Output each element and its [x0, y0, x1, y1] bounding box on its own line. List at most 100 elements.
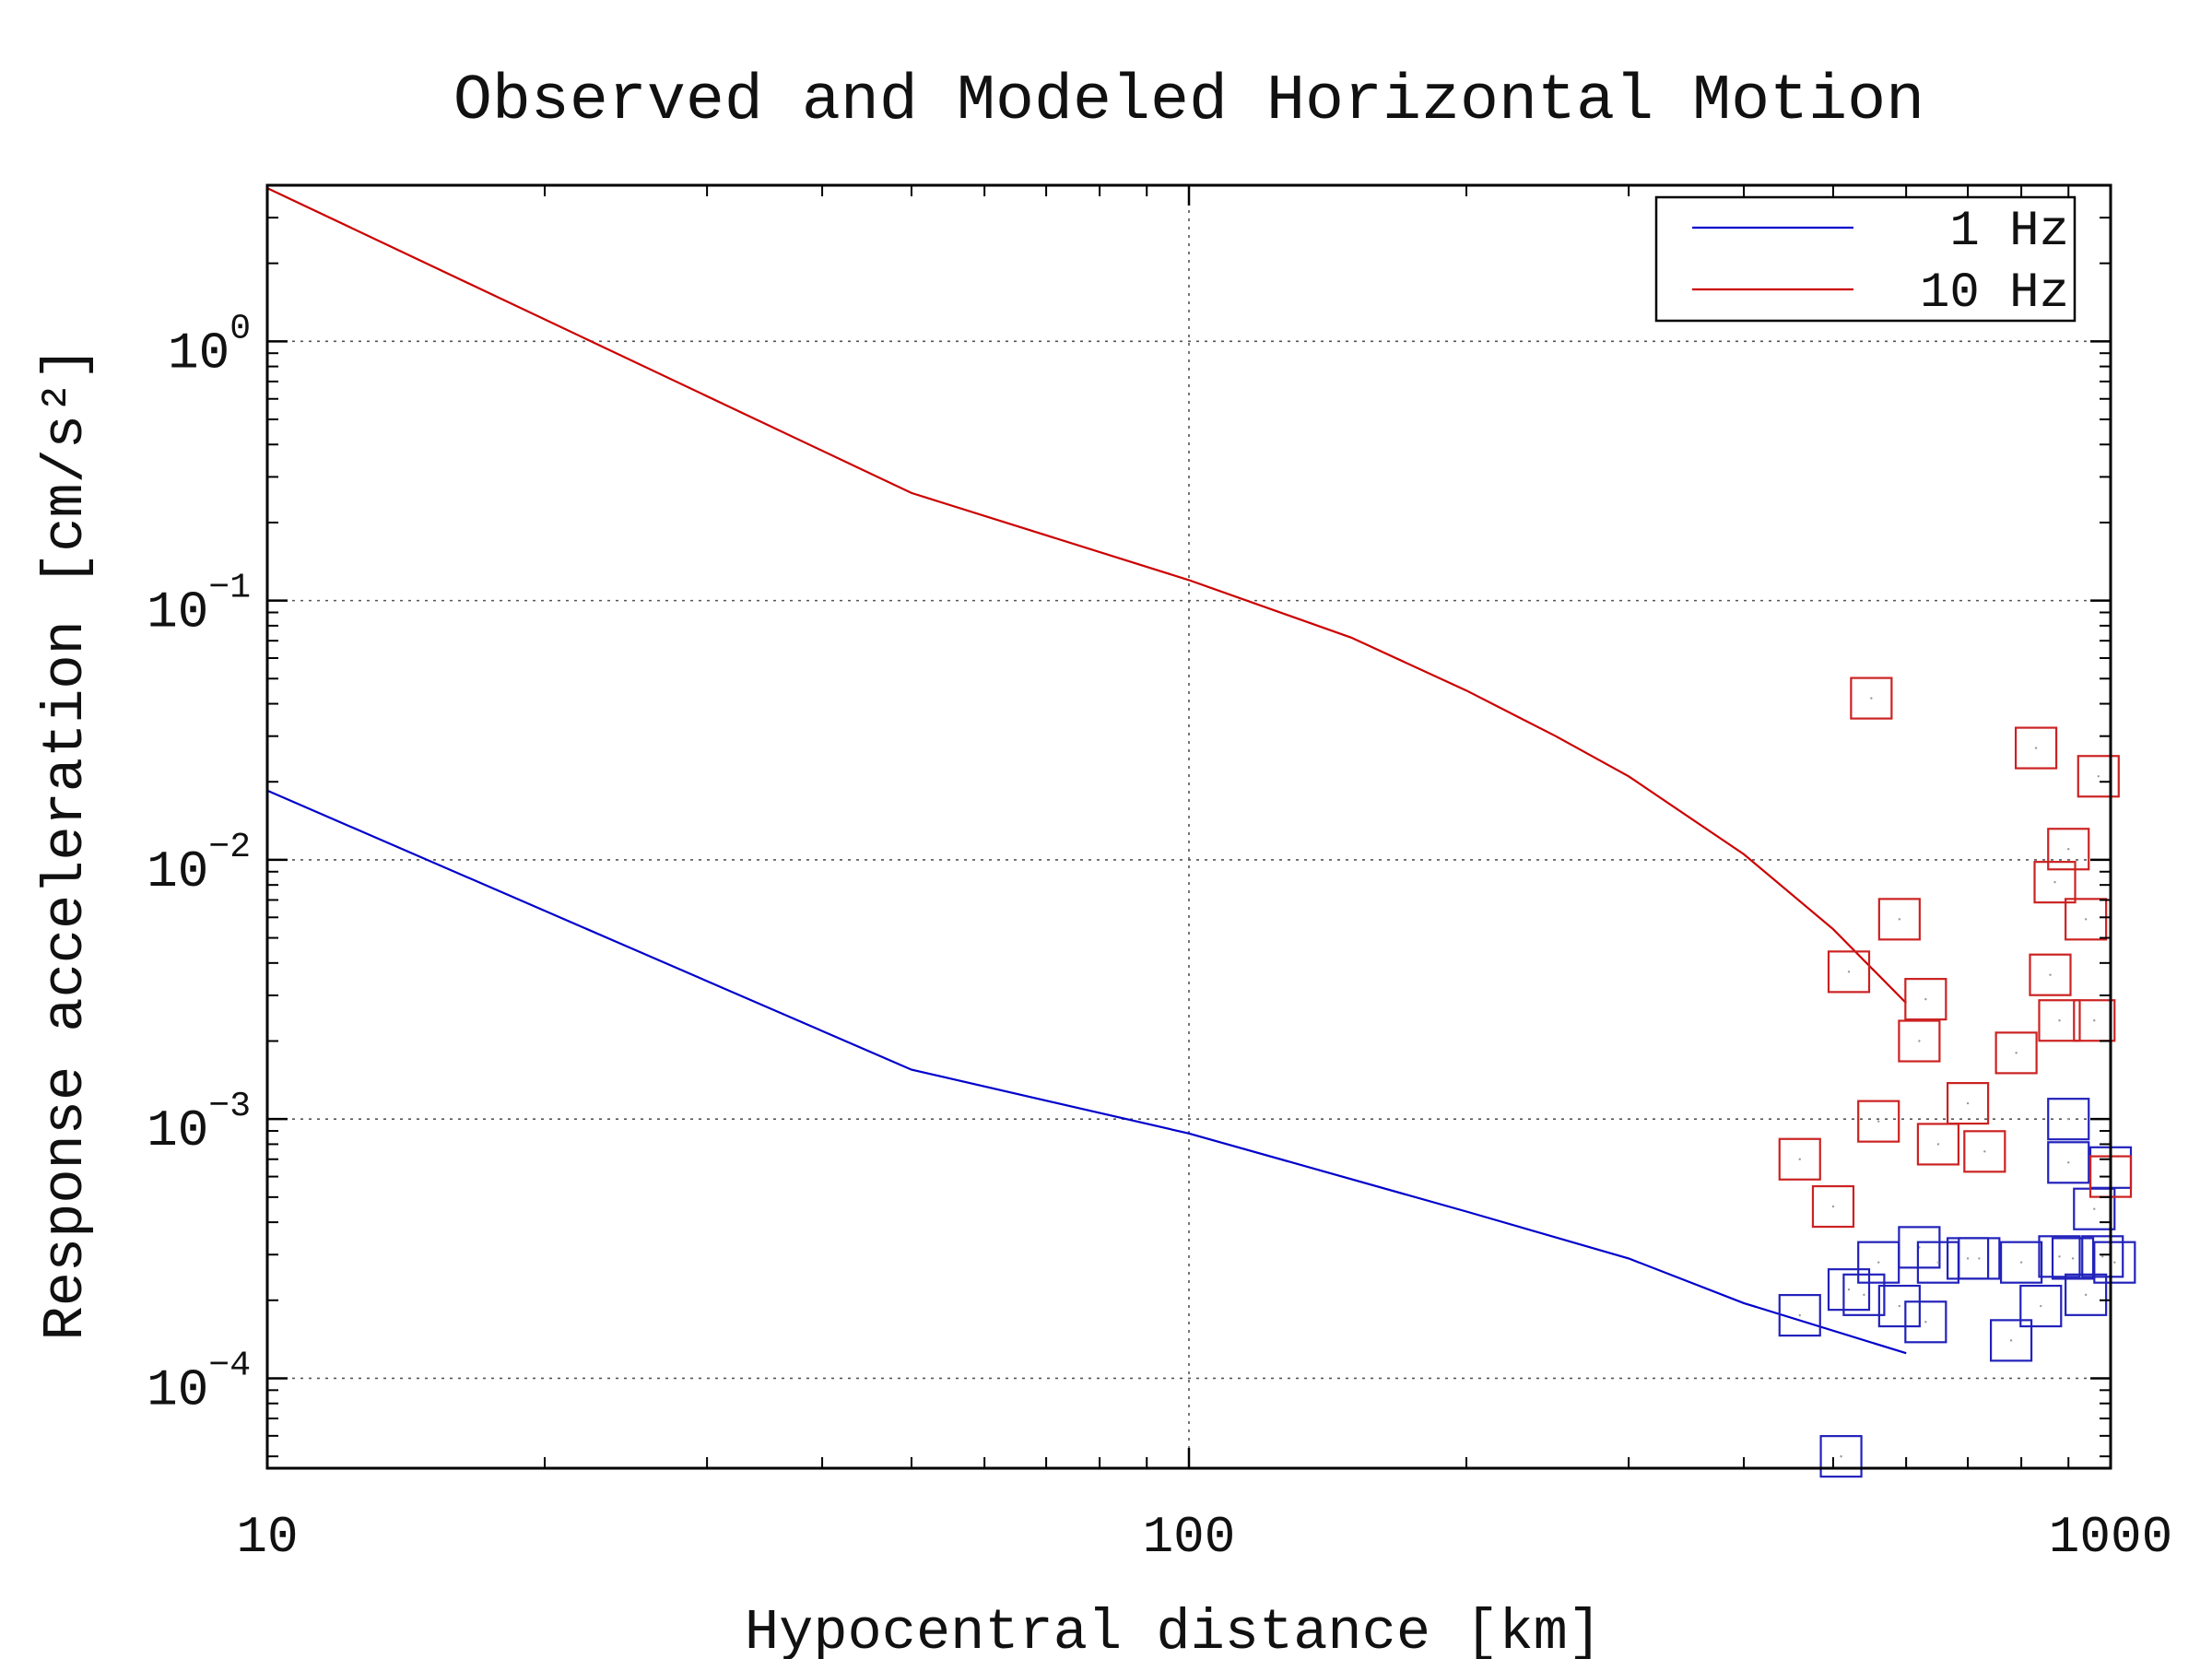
- data-point-dot: [2084, 1293, 2088, 1297]
- data-point-dot: [1798, 1313, 1801, 1317]
- data-point-dot: [2067, 1117, 2070, 1121]
- data-point-marker: [1827, 1268, 1871, 1312]
- data-point-dot: [1924, 997, 1927, 1001]
- y-tick-base: 10: [147, 1360, 208, 1419]
- data-point-dot: [2101, 1255, 2104, 1258]
- y-tick-label: 10−2: [147, 828, 251, 901]
- y-axis-label: Response acceleration [cm/s²]: [33, 347, 99, 1341]
- data-point-marker: [1898, 1226, 1941, 1269]
- data-point-marker: [2077, 755, 2120, 798]
- data-point-dot: [1898, 1304, 1901, 1308]
- y-tick-exponent: −3: [208, 1087, 251, 1126]
- data-point-dot: [2067, 1161, 2070, 1164]
- data-point-marker: [2029, 953, 2072, 996]
- data-point-dot: [1877, 1261, 1880, 1264]
- data-point-dot: [2009, 1339, 2013, 1342]
- data-point-marker: [1857, 1100, 1900, 1143]
- x-tick-label: 10: [236, 1508, 298, 1567]
- data-point-marker: [2038, 1235, 2081, 1278]
- data-point-dot: [1877, 1120, 1880, 1123]
- data-point-marker: [2047, 1098, 2090, 1141]
- data-point-dot: [1840, 1454, 1842, 1458]
- data-point-dot: [2058, 1255, 2061, 1258]
- data-point-dot: [1983, 1150, 1986, 1153]
- data-point-dot: [2019, 1261, 2023, 1264]
- data-point-marker: [1850, 677, 1893, 720]
- data-point-marker: [2073, 999, 2116, 1042]
- data-point-marker: [1916, 1123, 1960, 1166]
- legend-label: 10 Hz: [1920, 265, 2069, 322]
- data-point-dot: [2093, 1207, 2096, 1210]
- data-point-dot: [1936, 1143, 1940, 1146]
- data-point-dot: [2015, 1052, 2018, 1054]
- data-point-marker: [2065, 898, 2108, 941]
- data-point-dot: [2113, 1261, 2116, 1264]
- data-point-marker: [2014, 726, 2058, 770]
- y-tick-base: 10: [168, 324, 229, 382]
- series-line: [266, 187, 1907, 1005]
- data-point-marker: [2065, 1273, 2108, 1316]
- data-point-marker: [1898, 1019, 1941, 1063]
- data-point-marker: [1877, 898, 1921, 941]
- data-point-marker: [2038, 999, 2081, 1042]
- x-axis-label: Hypocentral distance [km]: [745, 1600, 1602, 1659]
- data-point-dot: [2058, 1019, 2061, 1022]
- y-tick-base: 10: [147, 1101, 208, 1160]
- data-point-marker: [1827, 950, 1871, 994]
- y-tick-label: 10−4: [147, 1346, 251, 1419]
- data-point-dot: [2034, 747, 2038, 749]
- data-point-dot: [2093, 1019, 2096, 1022]
- data-point-marker: [1904, 978, 1947, 1021]
- data-point-marker: [2093, 1241, 2136, 1284]
- data-point-marker: [2033, 861, 2077, 904]
- data-point-marker: [2019, 1284, 2063, 1328]
- data-point-dot: [1918, 1040, 1921, 1042]
- data-point-dot: [1863, 1293, 1865, 1297]
- x-tick-label: 100: [1143, 1508, 1236, 1567]
- y-tick-label: 10−3: [147, 1087, 251, 1160]
- data-point-dot: [1870, 697, 1873, 700]
- data-point-dot: [2040, 1304, 2042, 1308]
- data-point-marker: [2047, 828, 2090, 871]
- data-point-dot: [1847, 971, 1851, 973]
- data-point-dot: [2084, 918, 2088, 921]
- data-point-dot: [1966, 1257, 1970, 1260]
- data-point-marker: [1989, 1319, 2033, 1362]
- data-point-dot: [1936, 1261, 1940, 1264]
- data-point-marker: [1958, 1237, 2001, 1280]
- data-point-dot: [2071, 1257, 2075, 1260]
- grid-lines: [267, 185, 2111, 1468]
- data-point-dot: [2049, 973, 2052, 976]
- data-point-dot: [1847, 1288, 1851, 1291]
- data-point-marker: [1877, 1284, 1921, 1328]
- data-point-marker: [1842, 1273, 1886, 1316]
- y-tick-base: 10: [147, 583, 208, 642]
- y-tick-label: 100: [168, 309, 251, 382]
- y-tick-base: 10: [147, 842, 208, 901]
- data-point-marker: [1819, 1435, 1863, 1478]
- data-point-marker: [1778, 1293, 1821, 1337]
- series-line: [266, 789, 1907, 1355]
- data-point-dot: [2097, 775, 2100, 778]
- data-point-dot: [1831, 1205, 1835, 1208]
- data-point-marker: [1994, 1031, 2038, 1075]
- data-point-dot: [1924, 1321, 1927, 1324]
- y-tick-exponent: −1: [208, 569, 251, 608]
- data-point-dot: [1978, 1257, 1981, 1260]
- data-point-dot: [1966, 1101, 1970, 1105]
- data-point-marker: [2081, 1235, 2124, 1278]
- data-point-marker: [2051, 1237, 2095, 1280]
- y-tick-exponent: 0: [229, 309, 251, 348]
- data-point-dot: [2053, 880, 2056, 884]
- data-point-marker: [1904, 1300, 1947, 1344]
- y-tick-label: 10−1: [147, 569, 251, 642]
- data-point-marker: [1778, 1137, 1821, 1181]
- data-point-dot: [2067, 848, 2070, 851]
- legend-box: [1654, 195, 2077, 323]
- data-point-marker: [2047, 1141, 2090, 1184]
- data-point-marker: [1946, 1082, 1990, 1125]
- data-point-dot: [1898, 918, 1901, 921]
